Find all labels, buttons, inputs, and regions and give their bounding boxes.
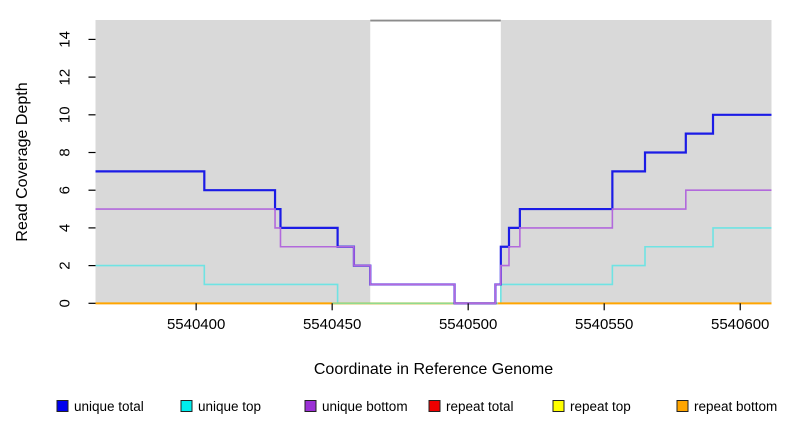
- legend-label-unique_top: unique top: [198, 399, 261, 414]
- legend-swatch-unique_total: [56, 400, 69, 412]
- legend-swatch-repeat_bottom: [676, 400, 689, 412]
- y-tick-label: 2: [57, 261, 74, 269]
- axis-layer: 5540400 5540450 5540500 5540550 5540600 0 2 4 6 8…: [57, 31, 770, 333]
- legend-label-unique_total: unique total: [74, 399, 144, 414]
- legend-label-repeat_total: repeat total: [446, 399, 514, 414]
- y-tick-label: 14: [57, 31, 74, 48]
- y-tick-label: 6: [57, 186, 74, 194]
- x-tick-label: 5540450: [303, 316, 361, 333]
- gap-region: [370, 20, 501, 304]
- plot-layer: [95, 19, 772, 305]
- legend-label-repeat_top: repeat top: [570, 399, 631, 414]
- y-tick-label: 0: [57, 299, 74, 307]
- y-tick-label: 12: [57, 69, 74, 86]
- y-tick-label: 4: [57, 224, 74, 232]
- y-tick-label: 8: [57, 148, 74, 156]
- y-axis-title: Read Coverage Depth: [14, 82, 31, 241]
- legend-swatch-unique_bottom: [304, 400, 317, 412]
- legend-swatch-unique_top: [180, 400, 193, 412]
- x-tick-label: 5540550: [575, 316, 633, 333]
- legend-label-repeat_bottom: repeat bottom: [694, 399, 777, 414]
- legend: unique total unique top unique bottom repea…: [56, 399, 777, 414]
- x-tick-label: 5540600: [711, 316, 769, 333]
- series-line-unique_bottom: [95, 189, 772, 305]
- x-axis-title: Coordinate in Reference Genome: [314, 361, 553, 378]
- series-line-unique_top: [95, 227, 772, 305]
- legend-label-unique_bottom: unique bottom: [322, 399, 408, 414]
- legend-swatch-repeat_total: [428, 400, 441, 412]
- x-tick-label: 5540400: [167, 316, 225, 333]
- legend-swatch-repeat_top: [552, 400, 565, 412]
- x-tick-label: 5540500: [439, 316, 497, 333]
- y-tick-label: 10: [57, 106, 74, 123]
